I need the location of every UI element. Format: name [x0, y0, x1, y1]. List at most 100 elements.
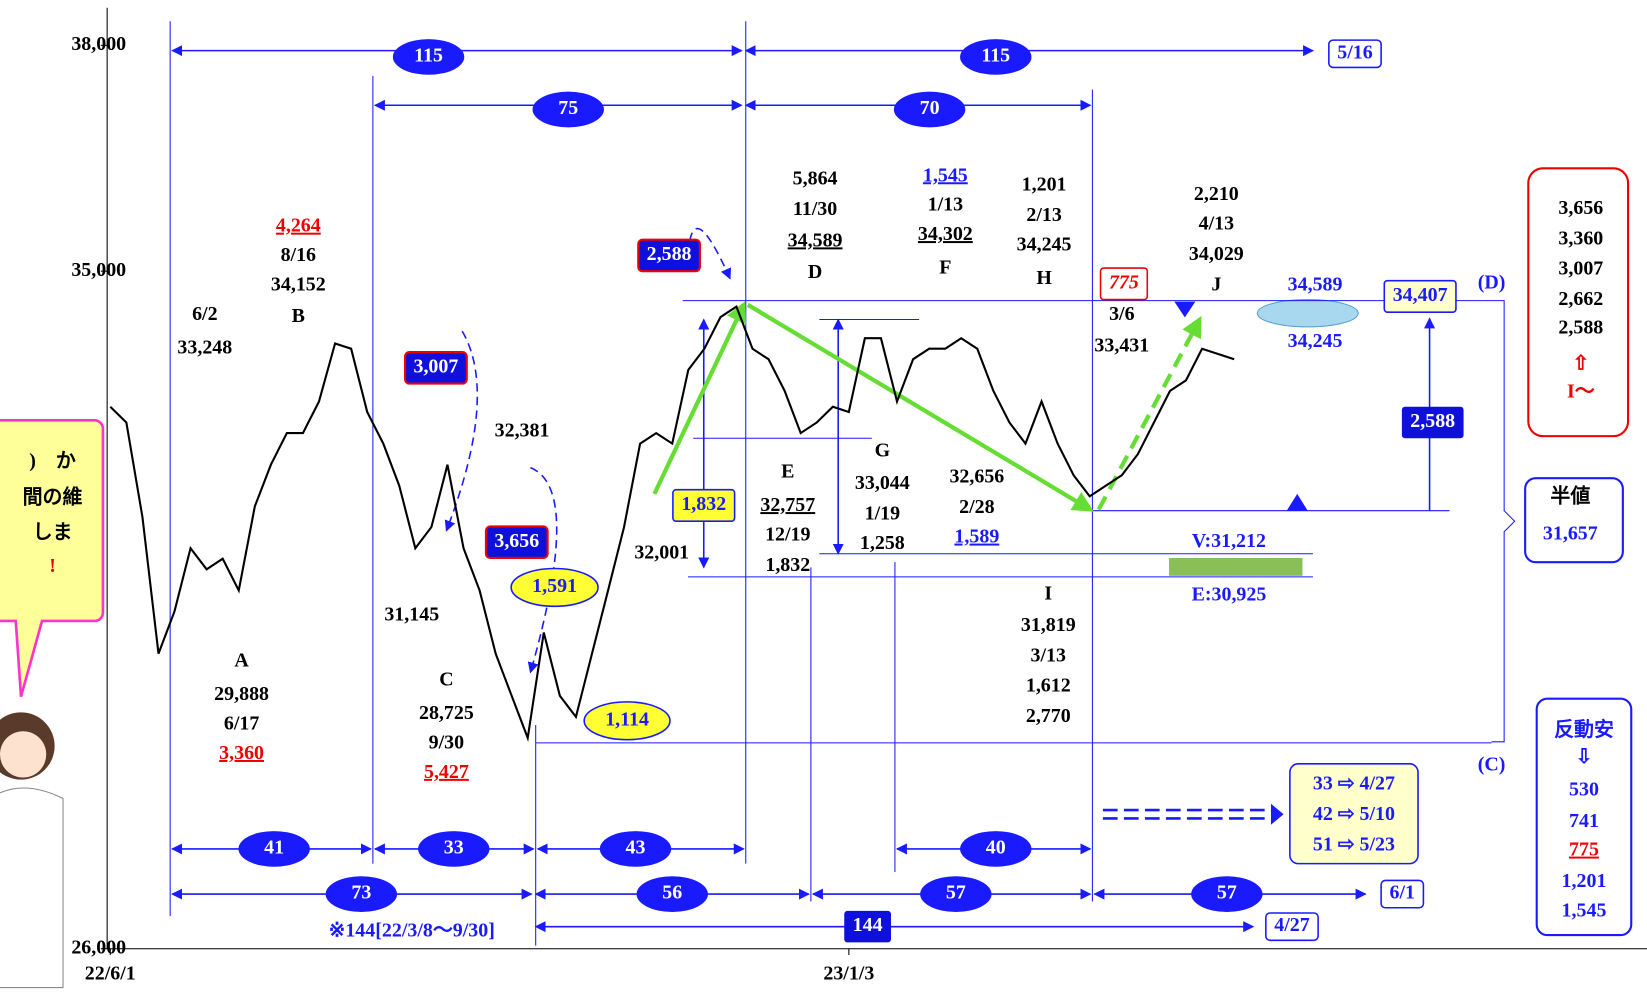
annotation-text: 4,264	[276, 215, 321, 237]
annotation: 56	[637, 876, 708, 912]
annotation: 3,360	[1558, 227, 1603, 249]
annotation-text: 2,588	[1558, 317, 1603, 339]
annotation-text: 34,589	[1288, 274, 1343, 296]
annotation-text: 775	[1109, 271, 1139, 293]
annotation: 半値	[1550, 484, 1590, 508]
annotation: 70	[894, 92, 965, 128]
annotation: 34,589	[1288, 274, 1343, 296]
annotation: (C)	[1478, 754, 1506, 776]
annotation-text: 1,832	[681, 493, 726, 515]
annotation-text: (C)	[1478, 754, 1506, 776]
annotation-text: 43	[626, 837, 646, 859]
annotation: 34,245	[1288, 330, 1343, 352]
annotation-text: 2,662	[1558, 288, 1603, 310]
annotation: V:31,212	[1192, 530, 1266, 552]
annotation-text: 34,029	[1189, 243, 1244, 265]
annotation: 34,302	[918, 223, 973, 245]
annotation: A	[234, 650, 249, 672]
annotation: 32,656	[949, 466, 1004, 488]
annotation: 2,588	[1558, 317, 1603, 339]
annotation: !	[49, 555, 56, 577]
annotation-text: 31,819	[1021, 614, 1076, 636]
annotation-text: 51 ⇨ 5/23	[1313, 833, 1395, 855]
annotation-text: 1,545	[1562, 900, 1607, 922]
annotation: 144	[844, 911, 891, 943]
annotation: 6/2	[192, 303, 218, 325]
annotation: 115	[393, 39, 464, 75]
annotation-text: 741	[1569, 810, 1599, 832]
annotation-text: 33,431	[1094, 334, 1149, 356]
annotation: 間の維	[23, 485, 83, 509]
annotation-text: 32,656	[949, 466, 1004, 488]
annotation: 3,007	[1558, 258, 1603, 280]
annotation: 2,770	[1026, 705, 1071, 727]
annotation: 32,757	[760, 494, 815, 516]
annotation: 32,001	[634, 541, 689, 563]
annotation: 1,201	[1022, 174, 1067, 196]
annotation-text: 73	[351, 882, 371, 904]
annotation: D	[808, 261, 822, 283]
annotation-text: 1,258	[860, 532, 905, 554]
annotation-text: 6/2	[192, 303, 218, 325]
annotation-text: 9/30	[429, 731, 464, 753]
annotation-text: 1,201	[1562, 870, 1607, 892]
annotation-text: 34,245	[1288, 330, 1343, 352]
annotation-text: 6/1	[1390, 882, 1415, 904]
annotation-text: 4/13	[1199, 213, 1234, 235]
annotation-text: 3/6	[1109, 303, 1135, 325]
annotation-text: 1,589	[954, 526, 999, 548]
annotation: 33 ⇨ 4/27	[1313, 772, 1395, 794]
annotation-text: 32,001	[634, 541, 689, 563]
annotation: 29,888	[214, 683, 269, 705]
annotation: 1,591	[511, 568, 598, 606]
annotation: 3/6	[1109, 303, 1135, 325]
annotation: 31,657	[1543, 522, 1598, 544]
annotation: 42 ⇨ 5/10	[1313, 803, 1395, 825]
annotation-text: 8/16	[281, 244, 316, 266]
annotation-text: 32,757	[760, 494, 815, 516]
annotation-text: 28,725	[419, 702, 474, 724]
annotation-text: 34,245	[1017, 234, 1072, 256]
annotation: 33	[418, 831, 489, 867]
annotation-text: A	[234, 650, 249, 672]
annotation-text: 1,201	[1022, 174, 1067, 196]
annotation: 2/13	[1026, 204, 1061, 226]
annotation-text: 31,145	[384, 603, 439, 625]
annotation: 2,588	[1402, 407, 1464, 439]
annotation: E:30,925	[1192, 583, 1267, 605]
annotation: 73	[326, 876, 397, 912]
annotation: 3,656	[486, 526, 548, 558]
annotation: 1,832	[765, 554, 810, 576]
annotation: 2,210	[1194, 183, 1239, 205]
annotation-text: 115	[981, 45, 1010, 67]
annotation-text: 5,427	[424, 761, 469, 783]
annotation: しま	[33, 520, 73, 543]
annotation-text: 29,888	[214, 683, 269, 705]
annotation: 6/17	[224, 713, 259, 735]
annotation-text: 33	[444, 837, 464, 859]
annotation-text: 1,612	[1026, 675, 1071, 697]
annotation: ⇧	[1572, 352, 1589, 374]
annotation: 1/13	[928, 194, 963, 216]
annotation-text: 3,360	[219, 742, 264, 764]
annotation-text: 33,248	[177, 337, 232, 359]
annotation-text: 2,588	[647, 243, 692, 265]
annotation-text: 反動安	[1554, 717, 1614, 741]
annotation-text: 42 ⇨ 5/10	[1313, 803, 1395, 825]
annotation-text: 1/19	[865, 502, 900, 524]
annotation: 34,407	[1384, 281, 1456, 313]
annotation: 9/30	[429, 731, 464, 753]
y-tick-label: 35,000	[71, 259, 126, 281]
annotation: I	[1044, 582, 1052, 604]
annotation-text: 40	[986, 837, 1006, 859]
annotation: 741	[1569, 810, 1599, 832]
annotation: 33,248	[177, 337, 232, 359]
annotation-text: 12/19	[765, 523, 810, 545]
annotation: 31,145	[384, 603, 439, 625]
annotation: I〜	[1567, 381, 1595, 403]
annotation-text: C	[439, 668, 453, 690]
annotation-text: 間の維	[23, 485, 83, 509]
annotation-text: I〜	[1567, 381, 1595, 403]
annotation: 28,725	[419, 702, 474, 724]
annotation-text: D	[808, 261, 822, 283]
